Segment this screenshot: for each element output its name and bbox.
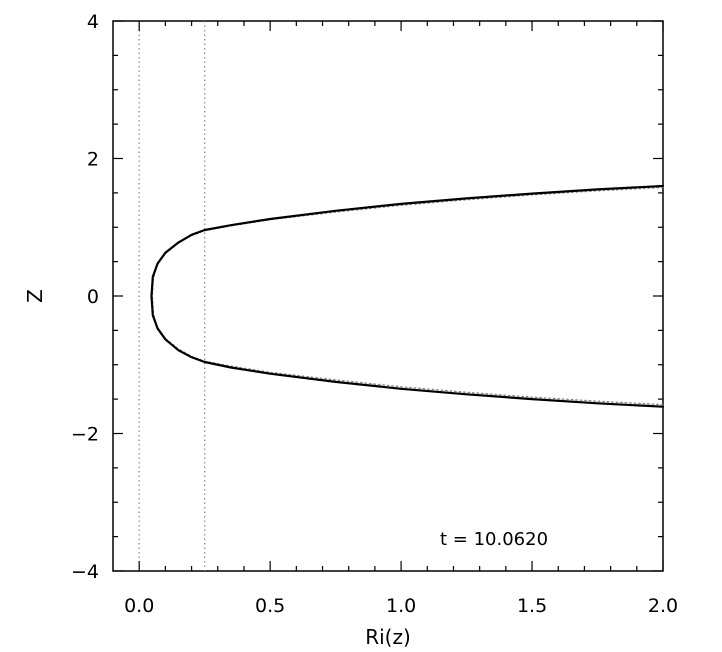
plot-frame (112, 20, 664, 572)
y-tick-label: 0 (87, 286, 99, 308)
x-axis-title: Ri(z) (365, 625, 411, 649)
y-tick-label: 4 (87, 11, 99, 33)
y-tick-label: −4 (71, 561, 99, 583)
x-tick-label: 0.0 (124, 595, 154, 617)
x-tick-label: 2.0 (648, 595, 678, 617)
y-axis-title: Z (23, 289, 47, 303)
series-line-dotted (151, 186, 664, 406)
x-tick-label: 1.5 (517, 595, 547, 617)
y-tick-label: −2 (71, 424, 99, 446)
series-line-solid (150, 184, 665, 408)
x-tick-label: 0.5 (255, 595, 285, 617)
time-annotation: t = 10.0620 (440, 529, 548, 550)
x-tick-label: 1.0 (386, 595, 416, 617)
y-tick-label: 2 (87, 149, 99, 171)
